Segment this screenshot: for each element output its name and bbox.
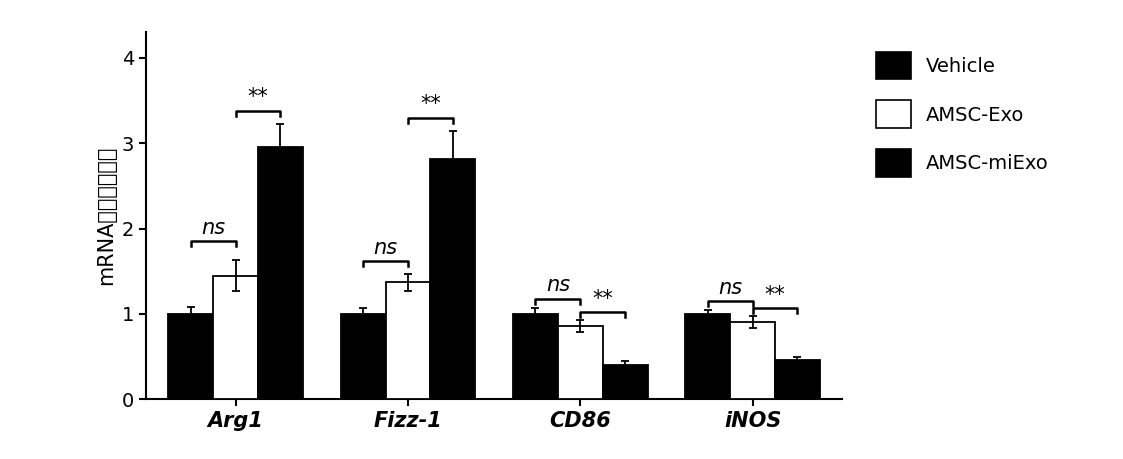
Y-axis label: mRNA相对表达水平: mRNA相对表达水平 [97, 146, 117, 285]
Text: **: ** [420, 94, 440, 114]
Bar [775, 360, 820, 399]
Text: **: ** [592, 289, 613, 309]
Bar [385, 282, 430, 399]
Text: **: ** [765, 285, 785, 304]
Bar [730, 323, 775, 399]
Bar [213, 275, 258, 399]
Bar [685, 314, 730, 399]
Bar [558, 326, 603, 399]
Text: ns: ns [546, 275, 570, 295]
Bar [258, 147, 303, 399]
Bar [168, 314, 213, 399]
Text: ns: ns [374, 238, 398, 257]
Bar [340, 314, 385, 399]
Bar [603, 365, 648, 399]
Bar [430, 158, 475, 399]
Text: **: ** [248, 87, 268, 107]
Text: ns: ns [719, 278, 742, 298]
Bar [513, 314, 558, 399]
Legend: Vehicle, AMSC-Exo, AMSC-miExo: Vehicle, AMSC-Exo, AMSC-miExo [866, 42, 1059, 187]
Text: ns: ns [201, 218, 226, 238]
